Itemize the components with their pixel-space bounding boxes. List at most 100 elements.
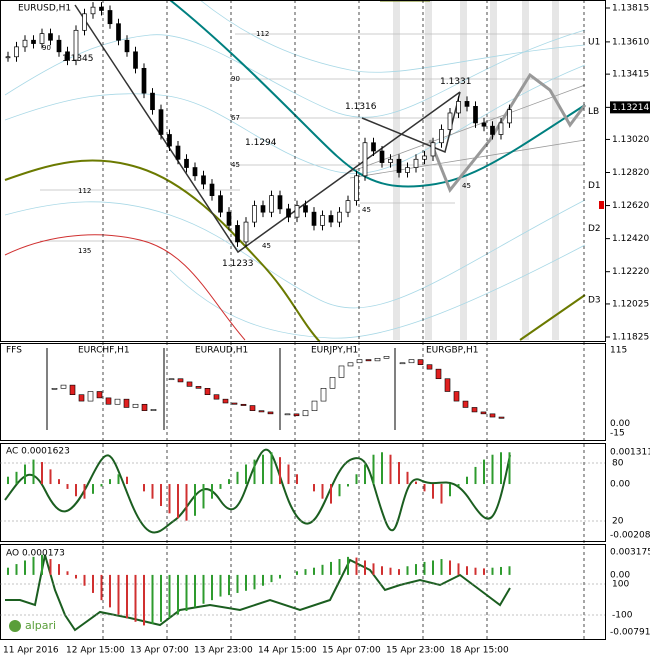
candle	[456, 101, 461, 114]
fib-label: 112	[256, 30, 269, 38]
price-marker	[599, 201, 604, 209]
ffs-candle	[293, 413, 300, 417]
x-tick-label: 12 Apr 15:00	[66, 646, 125, 656]
candle	[345, 200, 351, 213]
candle	[243, 221, 249, 243]
symbol-title: EURUSD,H1	[18, 4, 71, 14]
ffs-candle	[374, 357, 381, 362]
ffs-candle	[267, 411, 274, 415]
y-tick-label: 1.11825	[612, 333, 649, 343]
fib-label: 45	[462, 182, 471, 190]
candle	[175, 145, 181, 160]
candle	[99, 6, 104, 11]
level-label: D2	[588, 224, 601, 234]
candle	[311, 211, 317, 226]
candle	[430, 142, 436, 157]
candle	[73, 29, 79, 61]
fib-label: 135	[78, 247, 91, 255]
candle	[269, 195, 274, 213]
projection	[428, 72, 587, 193]
ffs-candle	[240, 403, 247, 406]
level-label: D1	[588, 181, 601, 191]
y-tick-label: 0.00	[610, 570, 630, 580]
candle	[354, 175, 359, 201]
candle	[362, 142, 368, 177]
ffs-candle	[347, 362, 354, 367]
ffs-candle	[435, 368, 442, 380]
brand-logo	[9, 620, 21, 632]
y-tick-label: 1.12420	[612, 234, 649, 244]
ffs-candle	[231, 402, 238, 405]
candle	[464, 101, 470, 107]
brand: alpari	[25, 619, 56, 632]
candle	[303, 205, 308, 213]
x-tick-label: 13 Apr 23:00	[194, 646, 253, 656]
level-label: U1	[588, 37, 600, 47]
fib-label: 45	[231, 161, 240, 169]
candle	[201, 175, 206, 185]
ffs-candle	[408, 359, 415, 364]
candle	[167, 134, 172, 147]
candle	[320, 215, 325, 226]
ffs-candle	[87, 391, 94, 402]
ma-olive	[4, 159, 586, 343]
ma-red	[4, 234, 246, 341]
candle	[90, 6, 96, 15]
ffs-candle	[249, 405, 256, 411]
price-label: 1.1294	[245, 138, 277, 148]
x-tick-label: 15 Apr 23:00	[386, 646, 445, 656]
y-tick-label: 1.12220	[612, 267, 649, 277]
symbol-label: EURAUD,H1	[195, 346, 248, 356]
ffs-candle	[338, 365, 345, 378]
ffs-candle	[222, 398, 229, 404]
y-tick-label: -0.007914	[610, 628, 650, 638]
candle	[371, 142, 376, 152]
current-price-box	[610, 101, 650, 114]
y-tick-label: 0.003175	[610, 548, 650, 558]
ffs-candle	[417, 359, 424, 365]
panel-title: FFS	[6, 346, 22, 356]
candle	[235, 225, 240, 243]
ffs-candle	[123, 398, 130, 408]
candle	[14, 46, 19, 58]
y-tick-label: -15	[610, 429, 625, 439]
level-label: LB	[588, 107, 599, 117]
ffs-candle	[141, 403, 148, 411]
fib-label: 67	[231, 114, 240, 122]
candle	[65, 51, 70, 61]
ffs-candle	[150, 409, 157, 411]
ffs-candle	[105, 397, 112, 405]
fib-label: 112	[78, 187, 91, 195]
ffs-candle	[195, 386, 202, 389]
ffs-candle	[471, 407, 478, 413]
candle	[388, 158, 393, 163]
ffs-candle	[213, 394, 220, 400]
candle	[286, 208, 291, 218]
ffs-candle	[204, 388, 211, 395]
candle	[116, 23, 121, 41]
ffs-candle	[462, 400, 469, 408]
ffs-candle	[284, 413, 291, 416]
y-tick-label: 1.13815	[612, 4, 649, 14]
overlay-tick-label: 20	[612, 517, 624, 527]
candle	[124, 39, 130, 53]
fib-levels	[40, 33, 585, 242]
candle	[252, 205, 257, 223]
candle	[277, 195, 283, 210]
ffs-candle	[320, 388, 327, 402]
candle	[82, 13, 87, 31]
x-tick-label: 15 Apr 07:00	[322, 646, 381, 656]
ffs-candle	[168, 378, 175, 381]
y-tick-label: 1.13020	[612, 135, 649, 145]
fib-label: 90	[42, 44, 51, 52]
candle	[56, 39, 62, 53]
ffs-candle	[78, 394, 85, 402]
ffs-candle	[399, 362, 406, 365]
bands	[4, 0, 586, 339]
panel-title: AC 0.0001623	[6, 447, 70, 457]
y-tick-label: 0.00	[610, 419, 630, 429]
ffs-candle	[258, 410, 265, 413]
ffs-candle	[329, 377, 336, 389]
candle	[218, 195, 223, 213]
